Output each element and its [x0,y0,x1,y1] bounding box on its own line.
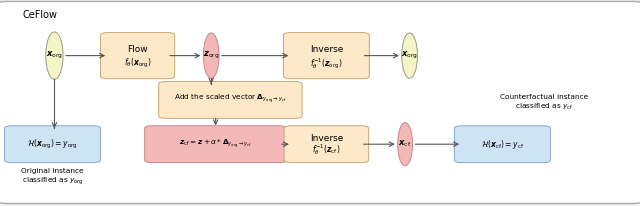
Ellipse shape [402,33,417,78]
FancyBboxPatch shape [159,82,302,118]
Text: $f_{\theta}^{-1}(\boldsymbol{z}_{\mathrm{cf}})$: $f_{\theta}^{-1}(\boldsymbol{z}_{\mathrm… [312,143,340,157]
Text: Flow: Flow [127,45,148,54]
Ellipse shape [397,123,413,166]
FancyBboxPatch shape [100,33,175,79]
Text: Original instance
classified as $y_{\mathrm{org}}$: Original instance classified as $y_{\mat… [21,169,84,187]
Text: Add the scaled vector $\mathbf{\Delta}_{y_{\mathrm{org}}\rightarrow y_{\mathrm{c: Add the scaled vector $\mathbf{\Delta}_{… [174,92,287,104]
Text: Inverse: Inverse [310,134,343,143]
Text: $\boldsymbol{z}_{\mathrm{cf}} = \boldsymbol{z} + \alpha * \mathbf{\Delta}_{y_{\m: $\boldsymbol{z}_{\mathrm{cf}} = \boldsym… [179,138,252,150]
Ellipse shape [45,32,63,79]
Text: $f_{\theta}^{-1}(\boldsymbol{z}_{\mathrm{org}})$: $f_{\theta}^{-1}(\boldsymbol{z}_{\mathrm… [310,56,342,71]
FancyBboxPatch shape [284,33,369,79]
Text: CeFlow: CeFlow [22,10,58,20]
Text: $\mathcal{H}(\boldsymbol{x}_{\mathrm{cf}}) = y_{\mathrm{cf}}$: $\mathcal{H}(\boldsymbol{x}_{\mathrm{cf}… [481,138,524,151]
Text: $\mathcal{H}(\boldsymbol{x}_{\mathrm{org}}) = y_{\mathrm{org}}$: $\mathcal{H}(\boldsymbol{x}_{\mathrm{org… [27,138,78,151]
Text: $\boldsymbol{x}_{\mathrm{org}}$: $\boldsymbol{x}_{\mathrm{org}}$ [401,50,418,61]
FancyBboxPatch shape [4,126,100,163]
Ellipse shape [204,33,219,78]
FancyBboxPatch shape [454,126,550,163]
Text: $\boldsymbol{x}_{\mathrm{cf}}$: $\boldsymbol{x}_{\mathrm{cf}}$ [399,139,412,149]
FancyBboxPatch shape [145,126,287,163]
Text: $\boldsymbol{x}_{\mathrm{org}}$: $\boldsymbol{x}_{\mathrm{org}}$ [46,50,63,61]
Text: $f_{\theta}(\boldsymbol{x}_{\mathrm{org}})$: $f_{\theta}(\boldsymbol{x}_{\mathrm{org}… [124,57,152,70]
Text: Counterfactual instance
classified as $y_{\mathrm{cf}}$: Counterfactual instance classified as $y… [500,94,588,112]
Text: Inverse: Inverse [310,45,343,54]
FancyBboxPatch shape [284,126,369,163]
Text: $\boldsymbol{z}_{\mathrm{org}}$: $\boldsymbol{z}_{\mathrm{org}}$ [203,50,220,61]
